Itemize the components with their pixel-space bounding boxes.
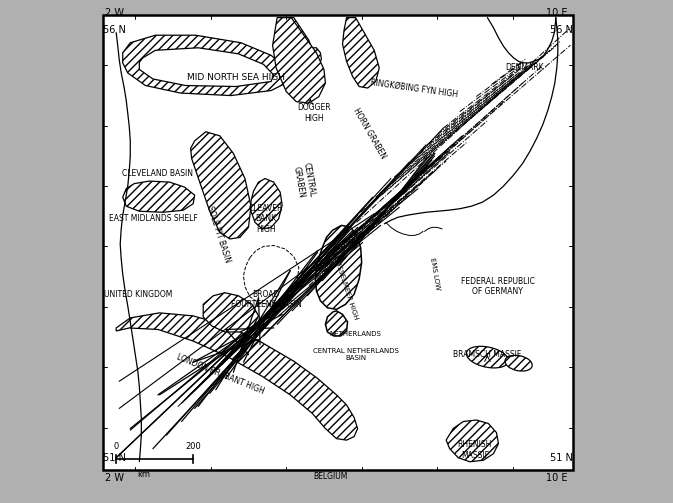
Text: LONDON BRABANT HIGH: LONDON BRABANT HIGH <box>176 353 266 396</box>
Text: CLEAVER
BANK
HIGH: CLEAVER BANK HIGH <box>249 204 283 234</box>
Text: BRAMSCH MASSIF: BRAMSCH MASSIF <box>454 350 522 359</box>
Text: RHENISH
MASSIF: RHENISH MASSIF <box>458 441 492 460</box>
Text: MID NORTH SEA HIGH: MID NORTH SEA HIGH <box>187 73 285 82</box>
Ellipse shape <box>466 347 508 368</box>
Text: UNITED KINGDOM: UNITED KINGDOM <box>104 290 172 299</box>
Text: DOGGER
HIGH: DOGGER HIGH <box>297 104 330 123</box>
Text: km: km <box>137 470 150 479</box>
Polygon shape <box>276 18 316 91</box>
Polygon shape <box>289 48 322 79</box>
Polygon shape <box>343 18 380 88</box>
Polygon shape <box>326 311 347 336</box>
Polygon shape <box>273 18 326 103</box>
Polygon shape <box>316 225 361 309</box>
Text: DENMARK: DENMARK <box>505 63 543 72</box>
Text: NETHERLANDS: NETHERLANDS <box>330 331 382 338</box>
Text: 10 E: 10 E <box>546 473 568 483</box>
Polygon shape <box>190 132 251 239</box>
Text: RINGKØBING FYN HIGH: RINGKØBING FYN HIGH <box>370 77 459 99</box>
Text: FEDERAL REPUBLIC
OF GERMANY: FEDERAL REPUBLIC OF GERMANY <box>460 277 534 296</box>
Text: TEXEL IJSSELMEER HIGH: TEXEL IJSSELMEER HIGH <box>327 238 359 320</box>
Text: SOLE PIT BASIN: SOLE PIT BASIN <box>205 204 232 264</box>
Polygon shape <box>251 179 282 229</box>
Polygon shape <box>122 35 289 96</box>
Text: 2 W: 2 W <box>105 473 124 483</box>
Text: 51 N: 51 N <box>103 453 126 463</box>
Text: EMS LOW: EMS LOW <box>429 258 440 291</box>
Text: 200: 200 <box>185 442 201 451</box>
Polygon shape <box>116 313 357 440</box>
Text: HORN GRABEN: HORN GRABEN <box>351 106 388 160</box>
Ellipse shape <box>505 355 532 371</box>
Text: 56 N: 56 N <box>551 25 573 35</box>
Text: 56 N: 56 N <box>103 25 126 35</box>
Text: 2 W: 2 W <box>105 8 124 18</box>
Text: BROAD
FOURTEENS BASIN: BROAD FOURTEENS BASIN <box>231 290 302 309</box>
Polygon shape <box>122 181 194 212</box>
Text: CENTRAL NETHERLANDS
BASIN: CENTRAL NETHERLANDS BASIN <box>313 348 398 361</box>
Text: BELGIUM: BELGIUM <box>313 472 348 481</box>
Text: 51 N: 51 N <box>551 453 573 463</box>
Text: EAST MIDLANDS SHELF: EAST MIDLANDS SHELF <box>108 214 197 223</box>
Text: CLEVELAND BASIN: CLEVELAND BASIN <box>122 169 193 178</box>
Polygon shape <box>139 48 274 87</box>
Text: 10 E: 10 E <box>546 8 568 18</box>
Text: CENTRAL
GRABEN: CENTRAL GRABEN <box>291 162 316 200</box>
Polygon shape <box>203 293 258 332</box>
Text: 0: 0 <box>114 442 119 451</box>
Polygon shape <box>446 420 499 462</box>
